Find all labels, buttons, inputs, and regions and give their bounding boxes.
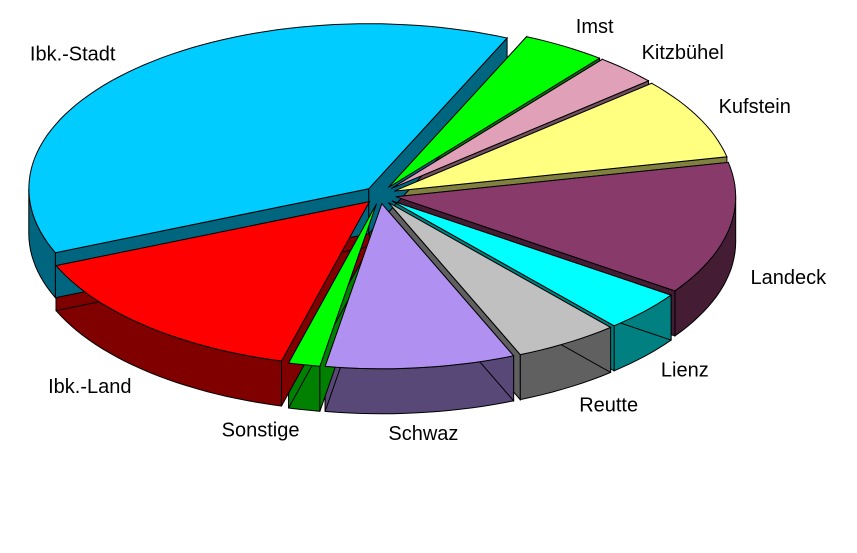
slice [387, 36, 601, 188]
slice [391, 200, 673, 327]
slice [395, 161, 737, 292]
slice [390, 58, 650, 190]
slice-label: Landeck [751, 267, 828, 289]
slice [388, 202, 612, 356]
slice [55, 200, 371, 362]
slice-label: Reutte [579, 395, 638, 417]
slice-label: Sonstige [222, 420, 300, 442]
slice [28, 23, 509, 254]
slice-label: Ibk.-Land [48, 376, 131, 398]
slice-label: Kitzbühel [642, 42, 724, 64]
slice-label: Lienz [661, 359, 709, 381]
slice-label: Schwaz [388, 423, 458, 445]
slice [324, 202, 515, 370]
slice [394, 82, 728, 192]
slice [287, 203, 378, 367]
slice-label: Imst [576, 16, 614, 38]
slice-label: Kufstein [719, 96, 791, 118]
slice-label: Ibk.-Stadt [30, 43, 116, 65]
